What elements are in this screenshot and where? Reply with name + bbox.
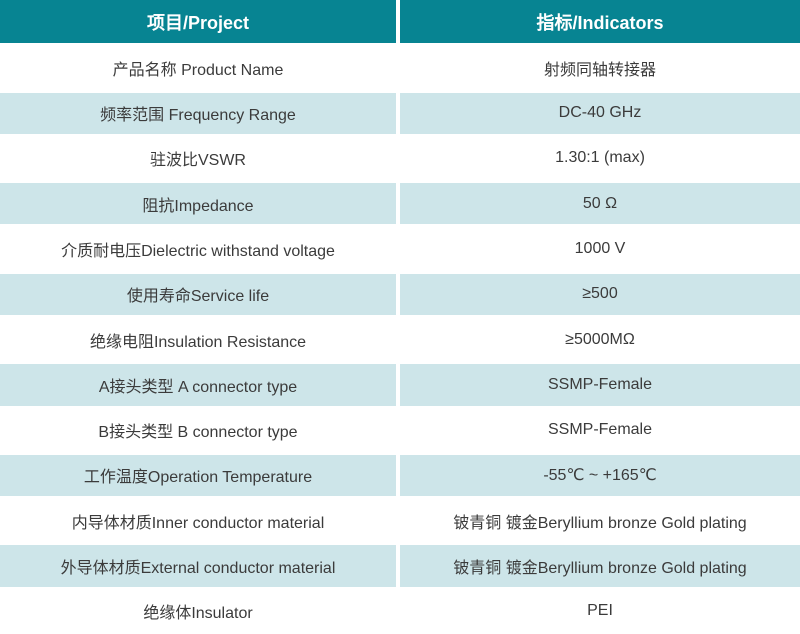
table-row: 内导体材质Inner conductor material 铍青铜 镀金Bery… (0, 498, 800, 544)
project-cell: 外导体材质External conductor material (0, 543, 400, 589)
indicator-cell: 铍青铜 镀金Beryllium bronze Gold plating (400, 498, 800, 544)
project-cell: 介质耐电压Dielectric withstand voltage (0, 226, 400, 272)
indicator-cell: SSMP-Female (400, 407, 800, 453)
indicator-cell: DC-40 GHz (400, 90, 800, 136)
project-cell: 频率范围 Frequency Range (0, 90, 400, 136)
table-row: 使用寿命Service life ≥500 (0, 271, 800, 317)
project-cell: 驻波比VSWR (0, 135, 400, 182)
indicator-cell: 1000 V (400, 226, 800, 272)
project-cell: 绝缘体Insulator (0, 588, 400, 634)
project-cell: 阻抗Impedance (0, 181, 400, 227)
project-cell: A接头类型 A connector type (0, 362, 400, 408)
project-cell: B接头类型 B connector type (0, 407, 400, 453)
indicator-cell: ≥500 (400, 271, 800, 317)
column-header-project: 项目/Project (0, 0, 400, 46)
table-row: 绝缘体Insulator PEI (0, 588, 800, 634)
indicator-cell: 1.30:1 (max) (400, 135, 800, 182)
table-row: 绝缘电阻Insulation Resistance ≥5000MΩ (0, 316, 800, 363)
indicator-cell: PEI (400, 588, 800, 634)
table-row: 外导体材质External conductor material 铍青铜 镀金B… (0, 543, 800, 589)
table-row: A接头类型 A connector type SSMP-Female (0, 362, 800, 408)
project-cell: 工作温度Operation Temperature (0, 452, 400, 499)
table-row: B接头类型 B connector type SSMP-Female (0, 407, 800, 453)
indicator-cell: 射频同轴转接器 (400, 45, 800, 91)
table-row: 驻波比VSWR 1.30:1 (max) (0, 135, 800, 182)
table-row: 产品名称 Product Name 射频同轴转接器 (0, 45, 800, 91)
table-header-row: 项目/Project 指标/Indicators (0, 0, 800, 46)
table-row: 频率范围 Frequency Range DC-40 GHz (0, 90, 800, 136)
project-cell: 使用寿命Service life (0, 271, 400, 317)
indicator-cell: -55℃ ~ +165℃ (400, 452, 800, 499)
table-row: 工作温度Operation Temperature -55℃ ~ +165℃ (0, 452, 800, 499)
table-row: 阻抗Impedance 50 Ω (0, 181, 800, 227)
indicator-cell: 铍青铜 镀金Beryllium bronze Gold plating (400, 543, 800, 589)
column-header-indicators: 指标/Indicators (400, 0, 800, 46)
project-cell: 产品名称 Product Name (0, 45, 400, 91)
table-row: 介质耐电压Dielectric withstand voltage 1000 V (0, 226, 800, 272)
project-cell: 内导体材质Inner conductor material (0, 498, 400, 544)
indicator-cell: SSMP-Female (400, 362, 800, 408)
indicator-cell: ≥5000MΩ (400, 316, 800, 363)
indicator-cell: 50 Ω (400, 181, 800, 227)
project-cell: 绝缘电阻Insulation Resistance (0, 316, 400, 363)
